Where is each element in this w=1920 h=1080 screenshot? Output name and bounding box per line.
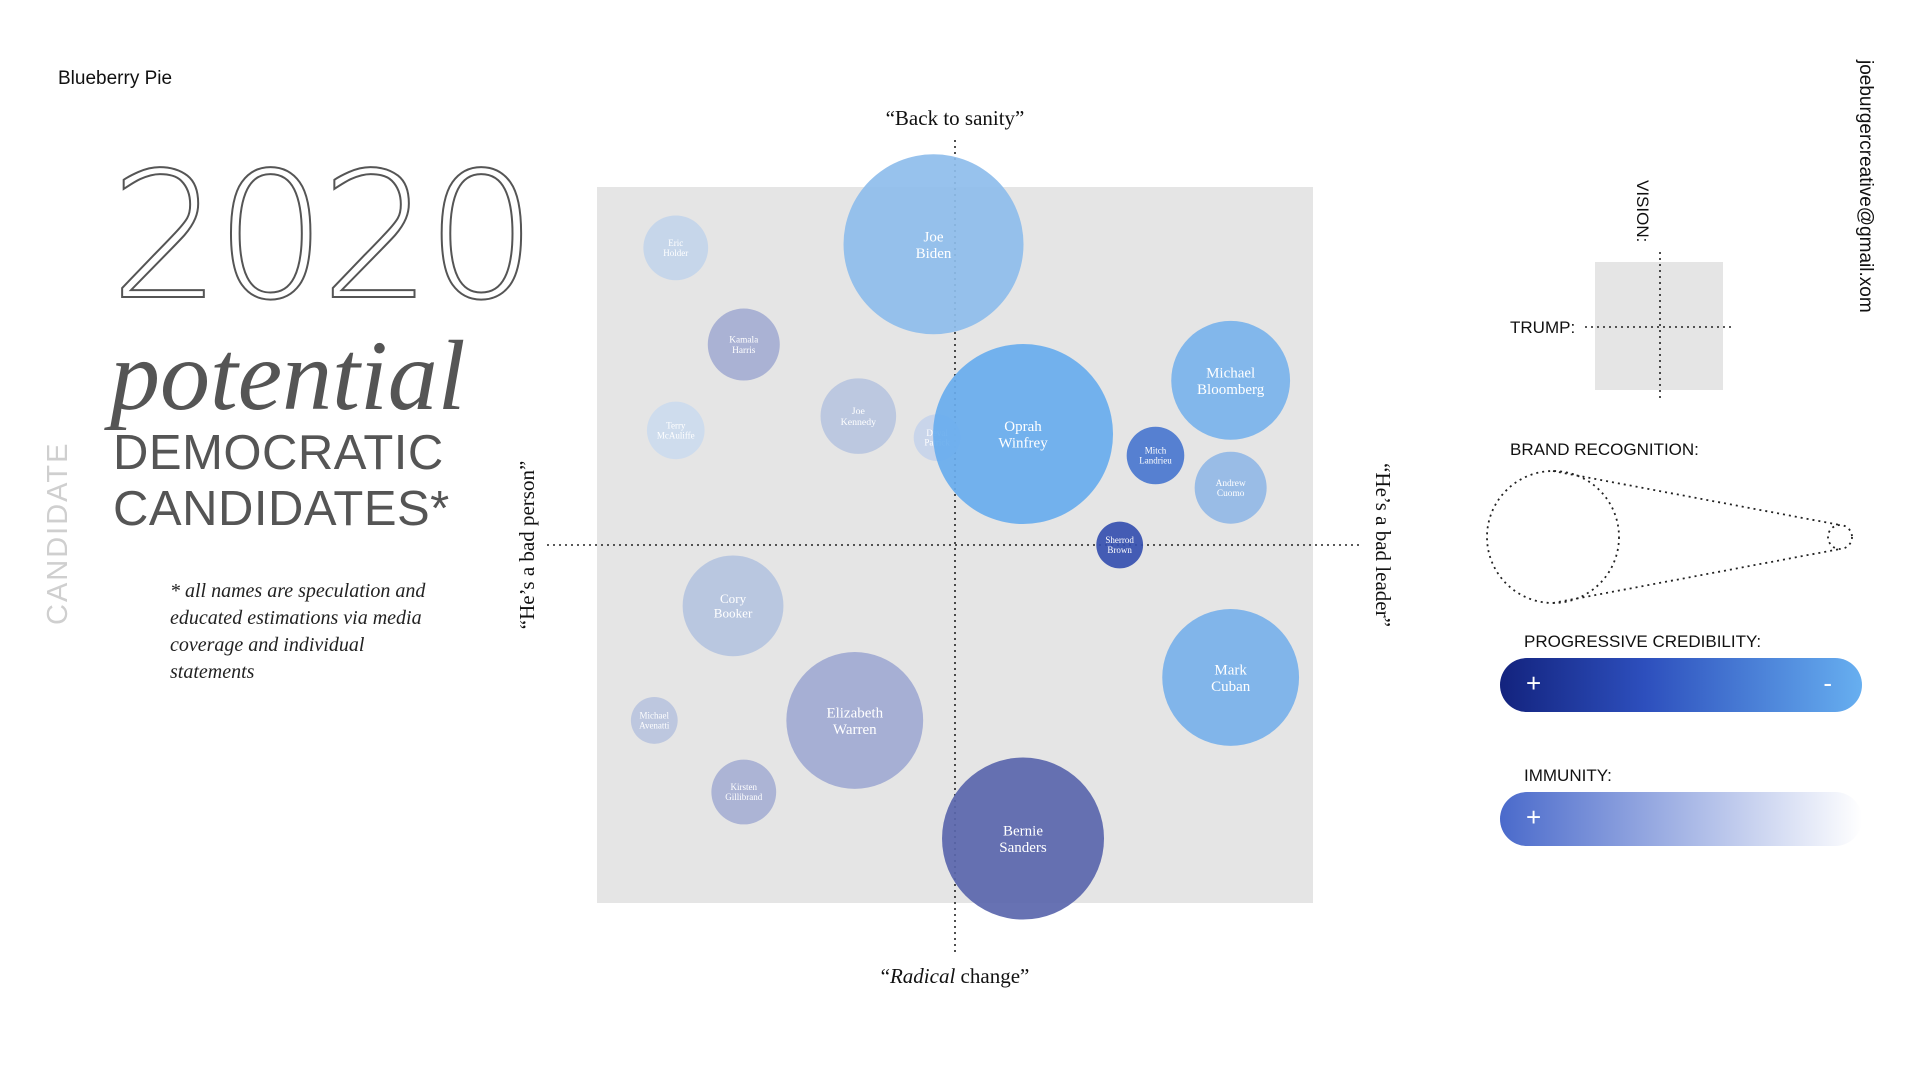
legend-vision-label: VISION: xyxy=(1633,180,1652,243)
immunity-plus: + xyxy=(1526,802,1542,832)
bubble-bernie-sanders xyxy=(942,757,1105,920)
footnote: * all names are speculation and educated… xyxy=(170,580,426,683)
bubble-michael-bloomberg xyxy=(1171,320,1291,440)
legend-large-circle xyxy=(1486,470,1620,604)
legend-quadrant xyxy=(1585,252,1735,400)
bubble-joe-biden xyxy=(843,154,1024,335)
bubble-andrew-cuomo xyxy=(1194,451,1267,524)
bubble-label: Cory Booker xyxy=(714,591,753,620)
title-candidates: DEMOCRATIC CANDIDATES* xyxy=(113,425,450,537)
title-year: 2020 xyxy=(109,136,538,339)
legend-trump-label: TRUMP: xyxy=(1510,318,1576,337)
bubble-joe-kennedy xyxy=(820,378,897,454)
bubble-sherrod-brown xyxy=(1096,521,1144,569)
title-potential: potential xyxy=(110,320,466,431)
legend-immunity-bar: + xyxy=(1500,792,1862,846)
legend-progressive-label: PROGRESSIVE CREDIBILITY: xyxy=(1524,632,1762,651)
title-line-2: CANDIDATES* xyxy=(113,482,450,536)
bubble-label: Mark Cuban xyxy=(1211,662,1251,695)
legend-immunity-label: IMMUNITY: xyxy=(1524,766,1612,785)
progressive-plus: + xyxy=(1526,668,1542,698)
bubble-oprah-winfrey xyxy=(933,344,1114,525)
axis-label-bottom: “Radical change” xyxy=(881,964,1030,988)
bubble-label: Sherrod Brown xyxy=(1105,535,1134,555)
bubble-elizabeth-warren xyxy=(786,652,924,789)
bubble-chart: Eric Holder Joe Biden Kamala Harris Joe Kennedy… xyxy=(515,106,1395,988)
bubble-label: Andrew Cuomo xyxy=(1216,479,1246,499)
bubble-label: Mitch Landrieu xyxy=(1139,446,1172,466)
axis-label-top: “Back to sanity” xyxy=(886,106,1025,130)
contact-email: joeburgercreative@gmail.xom xyxy=(1855,60,1876,313)
bubble-label: Kamala Harris xyxy=(729,336,759,356)
brand-name: Blueberry Pie xyxy=(58,68,173,89)
bubble-label: Kirsten Gillibrand xyxy=(725,782,762,802)
legend-small-circle xyxy=(1827,524,1853,550)
bubble-label: Eric Holder xyxy=(663,238,688,258)
bubble-michael-avenatti xyxy=(630,697,678,744)
bubble-kirsten-gillibrand xyxy=(711,759,777,825)
bubble-label: Terry McAuliffe xyxy=(657,421,695,441)
bubble-cory-booker xyxy=(682,555,784,657)
legend-tangent-bottom xyxy=(1552,548,1841,604)
bubble-terry-mcauliffe xyxy=(646,401,705,460)
bubble-label: Joe Biden xyxy=(916,229,952,262)
bubbles-group: Eric Holder Joe Biden Kamala Harris Joe Kennedy… xyxy=(630,154,1300,920)
title-line-1: DEMOCRATIC xyxy=(113,426,444,480)
bubble-label: Michael Bloomberg xyxy=(1197,365,1265,398)
bubble-label: Michael Avenatti xyxy=(639,711,670,731)
legend-brand-label: BRAND RECOGNITION: xyxy=(1510,440,1699,459)
bubble-label: Bernie Sanders xyxy=(999,824,1047,857)
bubble-label: Oprah Winfrey xyxy=(998,419,1048,452)
bubble-kamala-harris xyxy=(707,308,780,381)
legend-tangent-top xyxy=(1552,470,1841,526)
side-label: CANDIDATE xyxy=(42,441,74,625)
legend-quadrant-box xyxy=(1595,262,1723,390)
bubble-label: Elizabeth Warren xyxy=(826,705,883,738)
axis-label-left: “He’s a bad person” xyxy=(515,461,539,630)
bubble-label: Joe Kennedy xyxy=(841,406,877,428)
bubble-mitch-landrieu xyxy=(1126,426,1185,485)
bubble-eric-holder xyxy=(643,215,709,281)
progressive-minus: - xyxy=(1823,668,1832,698)
bubble-mark-cuban xyxy=(1162,609,1300,746)
axis-label-right: “He’s a bad leader” xyxy=(1371,463,1395,627)
legend-progressive-bar: + - xyxy=(1500,658,1862,712)
legend-brand-diagram xyxy=(1486,470,1853,604)
